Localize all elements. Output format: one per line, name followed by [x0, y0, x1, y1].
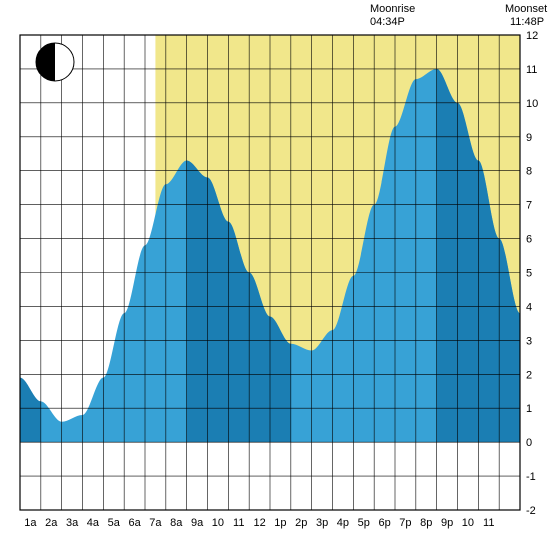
moonset-time: 11:48P	[510, 16, 544, 28]
y-tick-label: 10	[526, 98, 538, 110]
y-tick-label: 1	[526, 403, 532, 415]
moonset-label: Moonset	[505, 3, 547, 15]
x-tick-label: 9a	[191, 517, 204, 529]
y-tick-label: 12	[526, 30, 538, 42]
x-tick-label: 11	[233, 517, 244, 529]
x-tick-label: 10	[462, 517, 474, 529]
x-tick-label: 6p	[378, 517, 390, 529]
x-tick-label: 8a	[170, 517, 183, 529]
y-tick-label: 11	[526, 64, 537, 76]
moonrise-label: Moonrise	[370, 3, 415, 15]
y-tick-label: 8	[526, 166, 532, 178]
y-tick-label: 2	[526, 369, 532, 381]
x-tick-label: 12	[253, 517, 265, 529]
x-tick-label: 11	[483, 517, 494, 529]
moonrise-time: 04:34P	[370, 16, 405, 28]
chart-svg: -2-101234567891011121a2a3a4a5a6a7a8a9a10…	[0, 0, 550, 550]
y-tick-label: -1	[526, 471, 536, 483]
x-tick-label: 2p	[295, 517, 307, 529]
tide-chart: -2-101234567891011121a2a3a4a5a6a7a8a9a10…	[0, 0, 550, 550]
x-tick-label: 2a	[45, 517, 58, 529]
y-tick-label: 5	[526, 268, 532, 280]
y-tick-label: -2	[526, 505, 536, 517]
y-tick-label: 0	[526, 437, 532, 449]
x-tick-label: 3p	[316, 517, 328, 529]
x-tick-label: 1a	[24, 517, 37, 529]
x-tick-label: 5a	[108, 517, 121, 529]
x-tick-label: 1p	[274, 517, 286, 529]
y-tick-label: 6	[526, 234, 532, 246]
y-tick-label: 7	[526, 200, 532, 212]
x-tick-label: 5p	[358, 517, 370, 529]
y-tick-label: 9	[526, 132, 532, 144]
x-tick-label: 6a	[128, 517, 141, 529]
x-tick-label: 8p	[420, 517, 432, 529]
x-tick-label: 9p	[441, 517, 453, 529]
x-tick-label: 7a	[149, 517, 162, 529]
x-tick-label: 4a	[87, 517, 100, 529]
y-tick-label: 3	[526, 335, 532, 347]
y-tick-label: 4	[526, 301, 532, 313]
x-tick-label: 10	[212, 517, 224, 529]
x-tick-label: 4p	[337, 517, 349, 529]
x-tick-label: 7p	[399, 517, 411, 529]
x-tick-label: 3a	[66, 517, 79, 529]
